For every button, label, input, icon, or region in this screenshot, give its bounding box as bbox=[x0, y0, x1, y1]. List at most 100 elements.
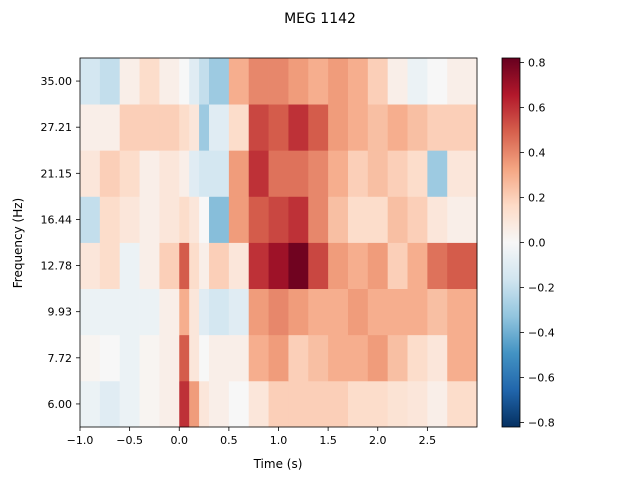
heatmap-cell bbox=[179, 380, 190, 428]
x-tick-label: 0.0 bbox=[171, 434, 189, 447]
heatmap-cell bbox=[80, 334, 101, 382]
x-tick-label: −0.5 bbox=[116, 434, 143, 447]
heatmap-cell bbox=[447, 288, 478, 336]
heatmap-cell bbox=[159, 150, 180, 197]
heatmap-cell bbox=[367, 150, 389, 197]
heatmap-cell bbox=[228, 242, 250, 290]
heatmap-cell bbox=[447, 380, 478, 428]
heatmap-cell bbox=[99, 288, 121, 336]
heatmap-cell bbox=[119, 380, 140, 428]
heatmap-cell bbox=[80, 380, 101, 428]
heatmap-cell bbox=[407, 104, 428, 151]
heatmap-cell bbox=[199, 104, 210, 151]
heatmap-cell bbox=[139, 288, 160, 336]
x-axis: −1.0 −0.5 0.0 0.5 1.0 1.5 2.0 2.5 bbox=[67, 427, 436, 447]
heatmap-cell bbox=[367, 380, 389, 428]
heatmap-cell bbox=[209, 104, 230, 151]
heatmap-cell bbox=[189, 196, 200, 243]
heatmap-cell bbox=[99, 196, 121, 243]
heatmap-cell bbox=[328, 288, 349, 336]
heatmap-cell bbox=[347, 150, 369, 197]
heatmap-cell bbox=[179, 334, 190, 382]
heatmap-cell bbox=[139, 242, 160, 290]
heatmap-cell bbox=[99, 242, 121, 290]
heatmap-cell bbox=[189, 150, 200, 197]
heatmap-cell bbox=[367, 242, 389, 290]
heatmap-cell bbox=[209, 334, 230, 382]
heatmap-cell bbox=[308, 288, 329, 336]
heatmap-cell bbox=[268, 150, 289, 197]
heatmap-cell bbox=[387, 242, 408, 290]
heatmap-cell bbox=[139, 150, 160, 197]
heatmap-cell bbox=[367, 58, 389, 105]
heatmap-cell bbox=[387, 104, 408, 151]
heatmap-cell bbox=[189, 104, 200, 151]
heatmap-cell bbox=[347, 288, 369, 336]
heatmap-cell bbox=[288, 58, 309, 105]
heatmap-cell bbox=[228, 104, 250, 151]
heatmap-cell bbox=[387, 58, 408, 105]
y-tick-label: 21.15 bbox=[41, 167, 73, 180]
x-axis-label: Time (s) bbox=[253, 457, 303, 471]
heatmap-cell bbox=[139, 104, 160, 151]
heatmap-cell bbox=[407, 334, 428, 382]
heatmap-cell bbox=[288, 150, 309, 197]
heatmap-cell bbox=[407, 196, 428, 243]
heatmap-cell bbox=[80, 242, 101, 290]
heatmap-cell bbox=[367, 334, 389, 382]
heatmap-cell bbox=[189, 58, 200, 105]
heatmap-cell bbox=[347, 334, 369, 382]
y-tick-label: 27.21 bbox=[41, 121, 73, 134]
heatmap-cell bbox=[209, 196, 230, 243]
heatmap-cells bbox=[80, 58, 478, 428]
y-tick-label: 7.72 bbox=[48, 352, 73, 365]
heatmap-cell bbox=[328, 380, 349, 428]
x-tick-label: 2.5 bbox=[419, 434, 437, 447]
colorbar-tick-label: −0.4 bbox=[528, 327, 555, 340]
heatmap-cell bbox=[347, 58, 369, 105]
heatmap-cell bbox=[288, 242, 309, 290]
colorbar-tick-label: −0.8 bbox=[528, 417, 555, 430]
heatmap-cell bbox=[199, 334, 210, 382]
heatmap-cell bbox=[248, 242, 269, 290]
heatmap-cell bbox=[407, 242, 428, 290]
heatmap-cell bbox=[209, 288, 230, 336]
heatmap-cell bbox=[308, 196, 329, 243]
heatmap-cell bbox=[427, 334, 448, 382]
heatmap-cell bbox=[268, 288, 289, 336]
heatmap-cell bbox=[179, 150, 190, 197]
heatmap-cell bbox=[407, 288, 428, 336]
heatmap-cell bbox=[228, 150, 250, 197]
heatmap-cell bbox=[288, 380, 309, 428]
heatmap-cell bbox=[139, 58, 160, 105]
heatmap-cell bbox=[248, 150, 269, 197]
heatmap-cell bbox=[179, 104, 190, 151]
heatmap-cell bbox=[268, 58, 289, 105]
heatmap-cell bbox=[387, 288, 408, 336]
heatmap-cell bbox=[288, 104, 309, 151]
heatmap-cell bbox=[99, 334, 121, 382]
heatmap-cell bbox=[159, 58, 180, 105]
heatmap-cell bbox=[139, 334, 160, 382]
heatmap-cell bbox=[228, 58, 250, 105]
colorbar-tick-label: 0.0 bbox=[528, 237, 546, 250]
y-axis: 6.00 7.72 9.93 12.78 16.44 21.15 27.21 35.00 bbox=[41, 75, 80, 411]
colorbar-tick-label: −0.2 bbox=[528, 282, 555, 295]
heatmap-cell bbox=[407, 380, 428, 428]
heatmap-cell bbox=[248, 334, 269, 382]
heatmap-cell bbox=[427, 380, 448, 428]
heatmap-cell bbox=[228, 288, 250, 336]
heatmap-cell bbox=[179, 242, 190, 290]
x-tick-label: −1.0 bbox=[67, 434, 94, 447]
heatmap-cell bbox=[308, 104, 329, 151]
heatmap-cell bbox=[199, 196, 210, 243]
heatmap-cell bbox=[328, 242, 349, 290]
heatmap-cell bbox=[427, 58, 448, 105]
colorbar-tick-label: 0.6 bbox=[528, 102, 546, 115]
heatmap-cell bbox=[248, 58, 269, 105]
y-tick-label: 9.93 bbox=[48, 306, 73, 319]
heatmap-cell bbox=[387, 334, 408, 382]
heatmap-cell bbox=[159, 242, 180, 290]
heatmap-cell bbox=[80, 58, 101, 105]
heatmap-cell bbox=[248, 104, 269, 151]
